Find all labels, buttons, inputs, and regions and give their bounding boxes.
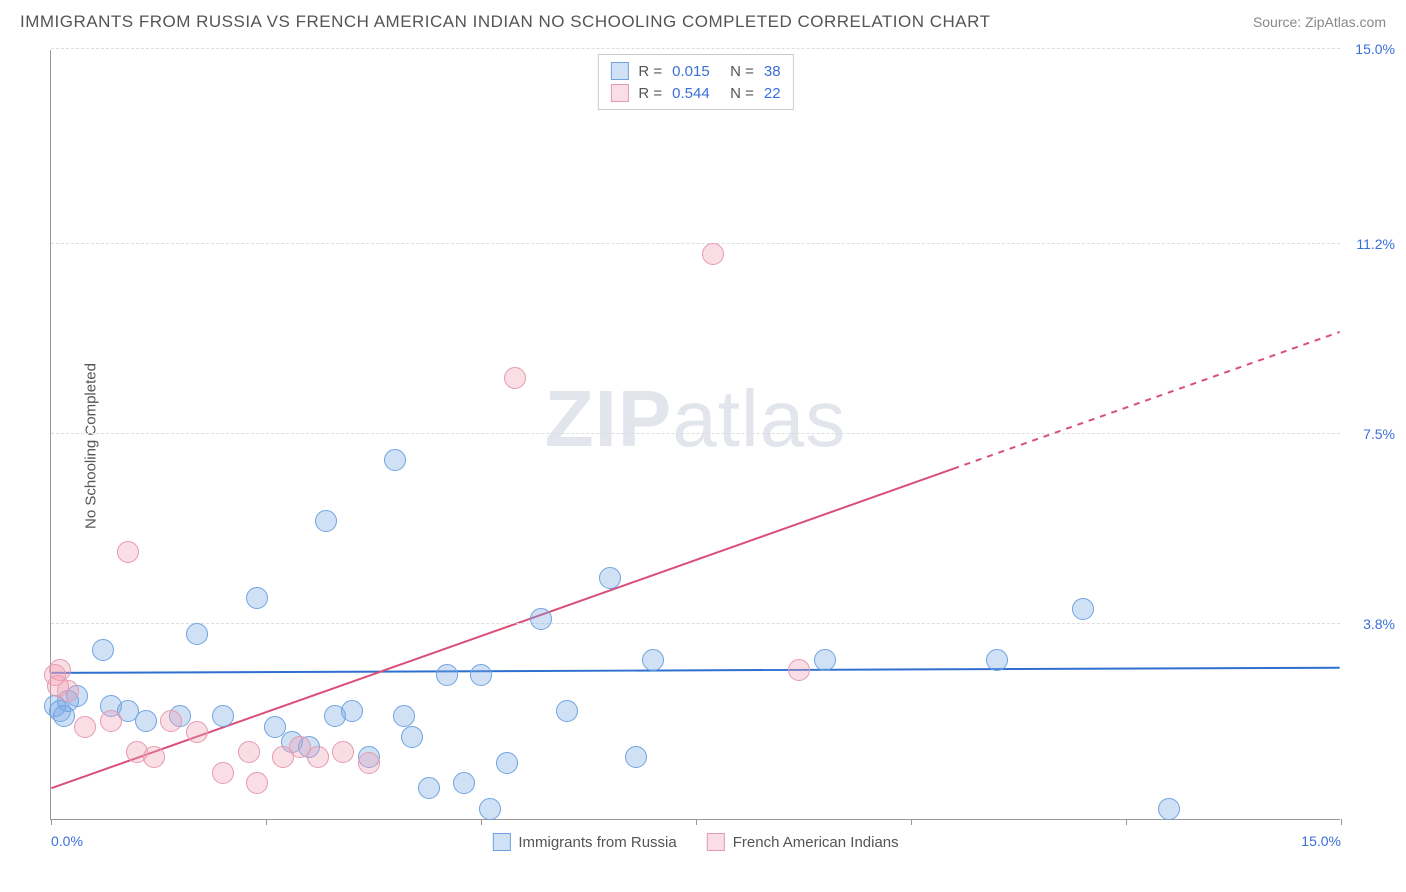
y-tick-label: 15.0% [1355, 41, 1395, 57]
data-point [1158, 798, 1180, 820]
data-point [496, 752, 518, 774]
data-point [307, 746, 329, 768]
x-tick [266, 819, 267, 825]
gridline [51, 243, 1340, 244]
data-point [479, 798, 501, 820]
data-point [599, 567, 621, 589]
data-point [246, 587, 268, 609]
data-point [160, 710, 182, 732]
legend-r-value: 0.015 [672, 63, 720, 80]
data-point [74, 716, 96, 738]
legend-r-value: 0.544 [672, 85, 720, 102]
legend-swatch [610, 62, 628, 80]
data-point [143, 746, 165, 768]
data-point [642, 649, 664, 671]
correlation-legend: R = 0.015 N = 38 R = 0.544 N = 22 [597, 54, 793, 110]
data-point [401, 726, 423, 748]
gridline [51, 623, 1340, 624]
chart-title: IMMIGRANTS FROM RUSSIA VS FRENCH AMERICA… [20, 12, 990, 32]
x-tick [1126, 819, 1127, 825]
data-point [702, 243, 724, 265]
legend-swatch [492, 833, 510, 851]
data-point [436, 664, 458, 686]
legend-row: R = 0.544 N = 22 [610, 82, 780, 104]
data-point [341, 700, 363, 722]
gridline [51, 48, 1340, 49]
legend-row: R = 0.015 N = 38 [610, 60, 780, 82]
data-point [418, 777, 440, 799]
scatter-chart: ZIPatlas R =0.015N =38R =0.544N =22 Immi… [50, 50, 1340, 820]
x-tick [696, 819, 697, 825]
data-point [117, 541, 139, 563]
data-point [788, 659, 810, 681]
data-point [238, 741, 260, 763]
trend-line [51, 668, 1339, 673]
y-tick-label: 3.8% [1363, 616, 1395, 632]
data-point [625, 746, 647, 768]
legend-n-label: N = [730, 85, 754, 102]
data-point [246, 772, 268, 794]
data-point [1072, 598, 1094, 620]
legend-swatch [610, 84, 628, 102]
legend-r-label: R = [638, 63, 662, 80]
data-point [504, 367, 526, 389]
data-point [212, 762, 234, 784]
x-tick [1341, 819, 1342, 825]
data-point [186, 721, 208, 743]
x-tick [911, 819, 912, 825]
series-legend: Immigrants from Russia French American In… [492, 833, 898, 851]
data-point [315, 510, 337, 532]
data-point [384, 449, 406, 471]
legend-n-value: 22 [764, 85, 781, 102]
data-point [57, 680, 79, 702]
data-point [470, 664, 492, 686]
data-point [186, 623, 208, 645]
data-point [986, 649, 1008, 671]
data-point [358, 752, 380, 774]
data-point [393, 705, 415, 727]
legend-n-value: 38 [764, 63, 781, 80]
y-tick-label: 11.2% [1356, 236, 1395, 252]
x-tick [51, 819, 52, 825]
header: IMMIGRANTS FROM RUSSIA VS FRENCH AMERICA… [0, 0, 1406, 40]
data-point [92, 639, 114, 661]
legend-n-label: N = [730, 63, 754, 80]
data-point [212, 705, 234, 727]
legend-r-label: R = [638, 85, 662, 102]
legend-swatch [707, 833, 725, 851]
data-point [556, 700, 578, 722]
source-attribution: Source: ZipAtlas.com [1253, 14, 1386, 30]
legend-label: Immigrants from Russia [518, 834, 676, 851]
x-tick [481, 819, 482, 825]
legend-label: French American Indians [733, 834, 899, 851]
watermark: ZIPatlas [545, 373, 846, 465]
data-point [135, 710, 157, 732]
x-axis-label: 0.0% [51, 833, 83, 849]
trend-line-extrapolated [953, 332, 1339, 469]
data-point [49, 659, 71, 681]
data-point [814, 649, 836, 671]
gridline [51, 433, 1340, 434]
data-point [100, 710, 122, 732]
trend-lines [51, 50, 1340, 819]
y-tick-label: 7.5% [1363, 426, 1395, 442]
legend-item: French American Indians [707, 833, 899, 851]
data-point [453, 772, 475, 794]
data-point [530, 608, 552, 630]
data-point [332, 741, 354, 763]
x-axis-label: 15.0% [1291, 833, 1341, 849]
legend-item: Immigrants from Russia [492, 833, 676, 851]
